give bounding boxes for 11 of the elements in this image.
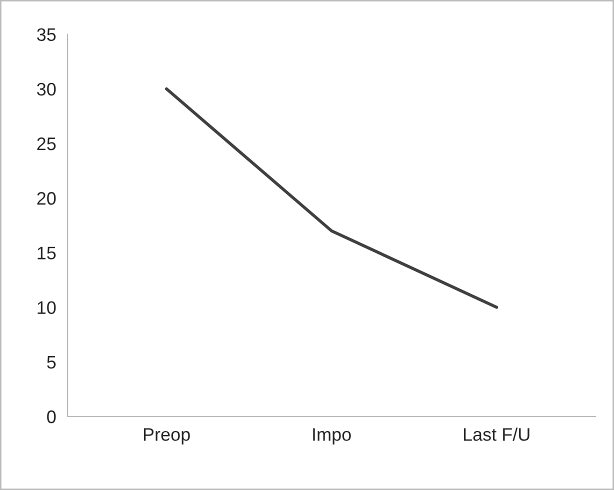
y-tick-label: 30 — [37, 82, 56, 96]
y-tick-label: 0 — [47, 410, 56, 424]
x-tick-label: Last F/U — [464, 428, 530, 441]
x-tick-label: Impo — [313, 428, 351, 444]
y-tick-label: 5 — [47, 356, 56, 369]
x-tick-label: Preop — [144, 428, 190, 444]
y-tick-label: 10 — [38, 301, 56, 314]
y-tick-label: 20 — [37, 192, 56, 205]
y-tick-label: 35 — [37, 28, 56, 42]
y-tick-label: 15 — [38, 246, 56, 260]
y-tick-label: 25 — [37, 137, 56, 150]
